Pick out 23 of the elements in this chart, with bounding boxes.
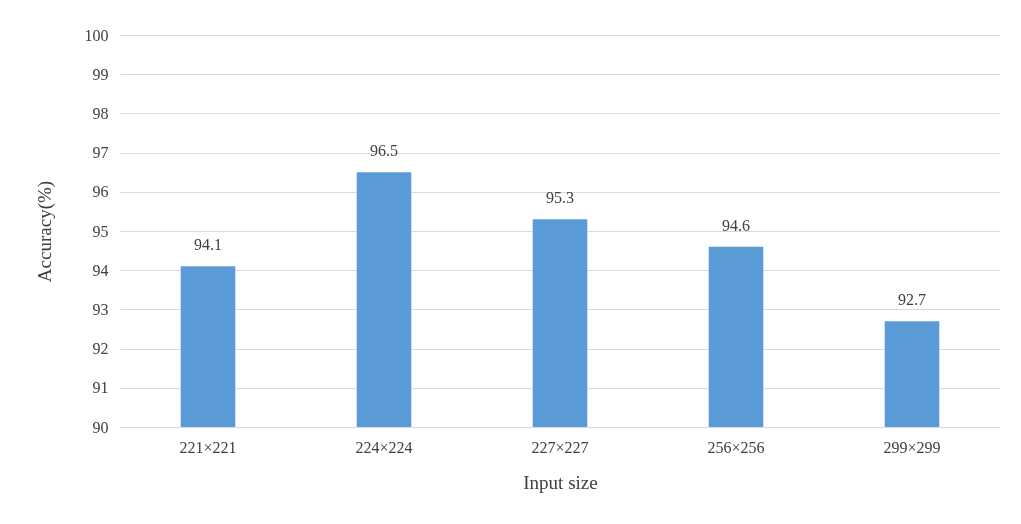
x-tick-label: 299×299 <box>883 438 941 456</box>
y-tick-label: 93 <box>92 300 109 318</box>
y-tick-label: 98 <box>92 104 109 122</box>
y-tick-label: 90 <box>92 418 109 436</box>
x-tick-label: 224×224 <box>355 438 413 456</box>
data-label: 95.3 <box>546 189 574 207</box>
data-label: 96.5 <box>370 142 398 160</box>
y-tick-label: 92 <box>92 340 109 358</box>
data-label: 92.7 <box>898 291 926 309</box>
y-tick-label: 96 <box>92 183 109 201</box>
y-axis-title: Accuracy(%) <box>33 180 56 283</box>
x-tick-label: 227×227 <box>531 438 589 456</box>
x-tick-label: 256×256 <box>707 438 765 456</box>
y-tick-label: 100 <box>84 26 109 44</box>
y-tick-label: 97 <box>92 144 109 162</box>
y-tick-label: 99 <box>92 65 109 83</box>
x-axis-title: Input size <box>523 471 598 493</box>
y-tick-label: 95 <box>92 222 109 240</box>
y-tick-label: 94 <box>92 261 109 279</box>
y-tick-label: 91 <box>92 379 109 397</box>
data-label: 94.1 <box>194 236 222 254</box>
x-tick-label: 221×221 <box>179 438 237 456</box>
data-label: 94.6 <box>722 216 750 234</box>
